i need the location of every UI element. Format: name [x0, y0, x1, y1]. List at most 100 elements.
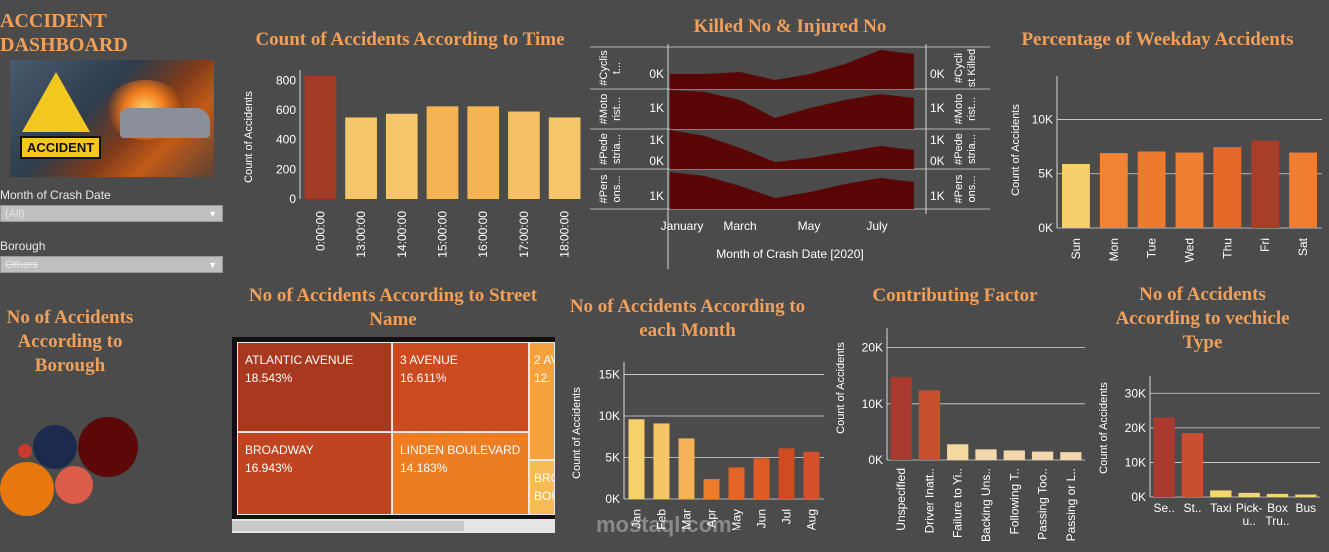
- treemap-scrollbar[interactable]: [232, 519, 555, 533]
- x-tick-label: 14:00:00: [395, 211, 409, 258]
- bar: [1153, 417, 1175, 497]
- row-label: t...: [611, 62, 623, 74]
- treemap-cell[interactable]: ATLANTIC AVENUE 18.543%: [237, 342, 392, 432]
- x-tick-label: Tue: [1145, 238, 1159, 259]
- row-label: #Moto: [598, 94, 610, 125]
- y-tick-label: 10K: [1032, 112, 1053, 126]
- vehicle-chart-title: No of Accidents According to vechicle Ty…: [1090, 283, 1315, 355]
- x-tick-label: Taxi: [1210, 501, 1231, 515]
- y-tick-label: 1K: [649, 133, 664, 147]
- factor-chart-title: Contributing Factor: [872, 285, 1038, 306]
- watermark: mostaql.com: [596, 512, 732, 537]
- bar: [1213, 147, 1242, 228]
- dashboard-title: ACCIDENT DASHBOARD: [0, 9, 128, 57]
- x-tick-label: Sun: [1069, 238, 1083, 259]
- borough-bubble-chart: [0, 417, 138, 516]
- bar: [1031, 451, 1054, 460]
- borough-bubble: [78, 417, 138, 477]
- month-filter-dropdown[interactable]: (All) ▼: [0, 205, 223, 222]
- treemap-cell[interactable]: 3 AVENUE 16.611%: [392, 342, 529, 432]
- x-tick-label: May: [730, 509, 744, 530]
- y-tick-label: 20K: [862, 341, 883, 355]
- bar: [426, 106, 459, 199]
- y-tick-label: 0K: [930, 67, 945, 81]
- x-tick-label: Backing Uns..: [979, 468, 993, 542]
- bar: [1003, 450, 1025, 460]
- x-tick-label: Jun: [755, 509, 769, 528]
- bar: [803, 451, 820, 499]
- bar: [304, 75, 337, 199]
- vehicle-chart: Count of Accidents 30K 20K 10K 0K Se.. St.. Tax…: [1098, 376, 1320, 528]
- y-tick-label: 0K: [930, 154, 945, 168]
- bar: [653, 423, 670, 499]
- x-tick-label: Unspecified: [894, 468, 908, 531]
- x-tick-label: u..: [1242, 514, 1255, 528]
- treemap-cell-value: 16.611%: [400, 371, 447, 385]
- x-tick-label: Driver Inatt..: [922, 468, 936, 533]
- y-tick-label: 400: [276, 133, 296, 147]
- killed-chart-title: Killed No & Injured No: [693, 16, 887, 37]
- treemap-cell[interactable]: BROADWAY 16.943%: [237, 432, 392, 515]
- treemap-cell[interactable]: LINDEN BOULEVARD 14.183%: [392, 432, 529, 515]
- x-tick-label: Mar: [680, 509, 694, 530]
- warning-sign-icon: [22, 72, 90, 132]
- y-tick-label: 5K: [1038, 167, 1053, 181]
- bar: [345, 117, 377, 199]
- borough-chart-title: No of Accidents According to Borough: [0, 306, 140, 378]
- bar: [1251, 140, 1280, 228]
- street-chart-title: No of Accidents According to Street Name: [238, 284, 548, 332]
- y-tick-label: 1K: [649, 101, 664, 115]
- bar: [1295, 494, 1317, 497]
- accident-logo-image: ACCIDENT: [10, 60, 214, 177]
- x-tick-label: Aug: [805, 509, 819, 530]
- y-tick-label: 10K: [1125, 455, 1146, 469]
- borough-bubble: [33, 425, 77, 469]
- x-tick-label: Pick-: [1236, 501, 1263, 515]
- bar: [548, 117, 581, 199]
- borough-bubble: [0, 462, 54, 516]
- area-series: [670, 90, 914, 129]
- y-tick-label: 0K: [1131, 490, 1146, 504]
- x-tick-label: Tru..: [1265, 514, 1289, 528]
- treemap-cell[interactable]: BRO BOU: [529, 460, 555, 515]
- y-tick-label: 0K: [649, 67, 664, 81]
- bar: [1210, 490, 1232, 497]
- x-tick-label: Jan: [630, 509, 644, 528]
- treemap-cell-value: 16.943%: [245, 461, 293, 475]
- bar: [918, 390, 941, 460]
- bar: [975, 449, 997, 460]
- bar: [890, 376, 912, 460]
- treemap-scrollbar-thumb[interactable]: [232, 521, 464, 531]
- x-tick-label: Mon: [1107, 238, 1121, 261]
- y-axis-label: Count of Accidents: [243, 91, 255, 183]
- weekday-chart-title: Percentage of Weekday Accidents: [1021, 29, 1294, 50]
- x-tick-label: Passing Too..: [1036, 468, 1050, 540]
- logo-label: ACCIDENT: [20, 136, 102, 159]
- borough-filter-label: Borough: [0, 239, 46, 253]
- y-axis-label: Count of Accidents: [571, 387, 583, 479]
- treemap-cell-value: 14.183%: [400, 461, 448, 475]
- row-label: #Pede: [953, 133, 965, 165]
- treemap-cell-name: 2 AV: [534, 353, 554, 367]
- weekday-chart: Count of Accidents 10K 5K 0K Sun Mon Tue Wed Thu…: [1010, 76, 1322, 262]
- treemap-cell-value: BOU: [534, 489, 554, 503]
- treemap-cell[interactable]: 2 AV 12.: [529, 342, 555, 460]
- bar: [628, 419, 645, 499]
- row-label: stria...: [611, 134, 623, 164]
- street-treemap: ATLANTIC AVENUE 18.543% 3 AVENUE 16.611%…: [232, 337, 555, 519]
- borough-bubble: [18, 444, 32, 458]
- row-label: rist...: [966, 97, 978, 121]
- bar: [1062, 163, 1090, 228]
- borough-filter-dropdown[interactable]: Others ▼: [0, 256, 223, 273]
- bar: [1060, 452, 1082, 460]
- borough-bubble: [55, 466, 93, 504]
- bar: [1099, 153, 1128, 228]
- row-label: st Killed: [966, 49, 978, 88]
- time-chart-title: Count of Accidents According to Time: [255, 29, 565, 50]
- y-tick-label: 0K: [1038, 221, 1053, 235]
- y-axis-label: Count of Accidents: [1010, 104, 1022, 196]
- x-tick-label: Bus: [1295, 501, 1316, 515]
- y-tick-label: 10K: [599, 409, 620, 423]
- bar: [778, 448, 795, 499]
